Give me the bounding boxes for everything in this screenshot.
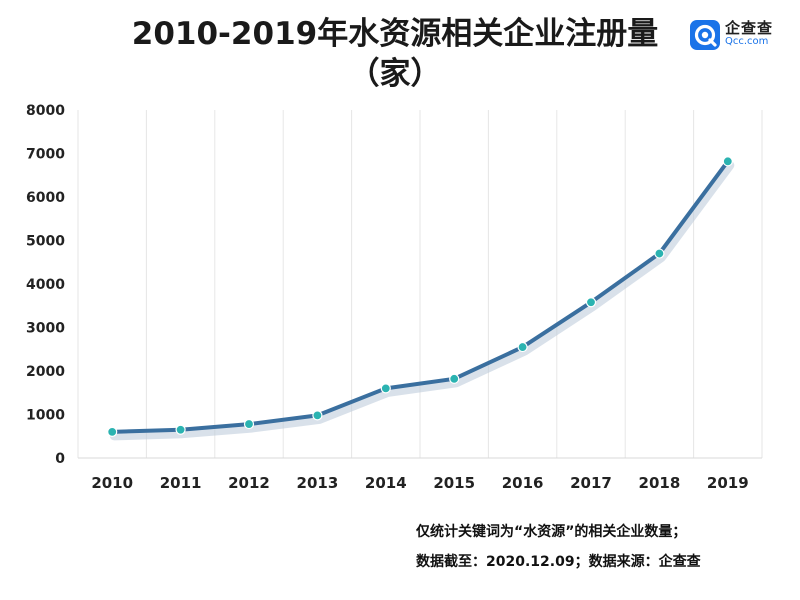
x-tick-label: 2018: [639, 474, 681, 492]
logo-name-en: Qcc.com: [725, 36, 769, 47]
data-point: [722, 156, 733, 167]
y-tick-label: 4000: [26, 277, 65, 293]
y-tick-label: 5000: [26, 234, 65, 250]
series-line: [110, 159, 730, 434]
y-tick-label: 7000: [26, 147, 65, 163]
x-tick-label: 2010: [91, 474, 133, 492]
x-tick-label: 2017: [570, 474, 612, 492]
x-tick-label: 2016: [502, 474, 544, 492]
source-note-line1: 仅统计关键词为“水资源”的相关企业数量；: [416, 524, 687, 540]
x-tick-label: 2012: [228, 474, 270, 492]
y-tick-label: 0: [55, 451, 65, 467]
data-point: [107, 426, 118, 437]
y-tick-label: 2000: [26, 364, 65, 380]
x-tick-label: 2014: [365, 474, 407, 492]
chart-title: 2010-2019年水资源相关企业注册量 （家）: [0, 14, 790, 94]
source-note: 仅统计关键词为“水资源”的相关企业数量； 数据截至：2020.12.09；数据来…: [416, 517, 701, 577]
logo-name-cn: 企查查: [725, 19, 774, 37]
data-point: [449, 373, 460, 384]
y-tick-label: 6000: [26, 190, 65, 206]
y-tick-label: 3000: [26, 321, 65, 337]
data-point: [654, 248, 665, 259]
data-point: [585, 297, 597, 308]
y-tick-label: 1000: [26, 408, 65, 424]
chart-title-line2: （家）: [348, 56, 442, 92]
x-tick-label: 2015: [433, 474, 475, 492]
qcc-logo-icon: [690, 20, 720, 50]
data-point: [243, 418, 255, 430]
data-point: [380, 383, 391, 394]
data-point: [312, 410, 323, 421]
x-tick-label: 2011: [160, 474, 202, 492]
x-tick-label: 2013: [297, 474, 339, 492]
brand-logo: 企查查 Qcc.com: [690, 20, 773, 50]
logo-text: 企查查 Qcc.com: [725, 19, 774, 48]
source-note-line2: 数据截至：2020.12.09；数据来源：企查查: [416, 554, 701, 570]
data-point: [517, 341, 528, 353]
y-tick-label: 8000: [26, 103, 65, 119]
series-line-shadow: [109, 160, 735, 441]
data-point: [175, 424, 186, 435]
x-tick-label: 2019: [707, 474, 749, 492]
chart-title-line1: 2010-2019年水资源相关企业注册量: [131, 16, 659, 52]
